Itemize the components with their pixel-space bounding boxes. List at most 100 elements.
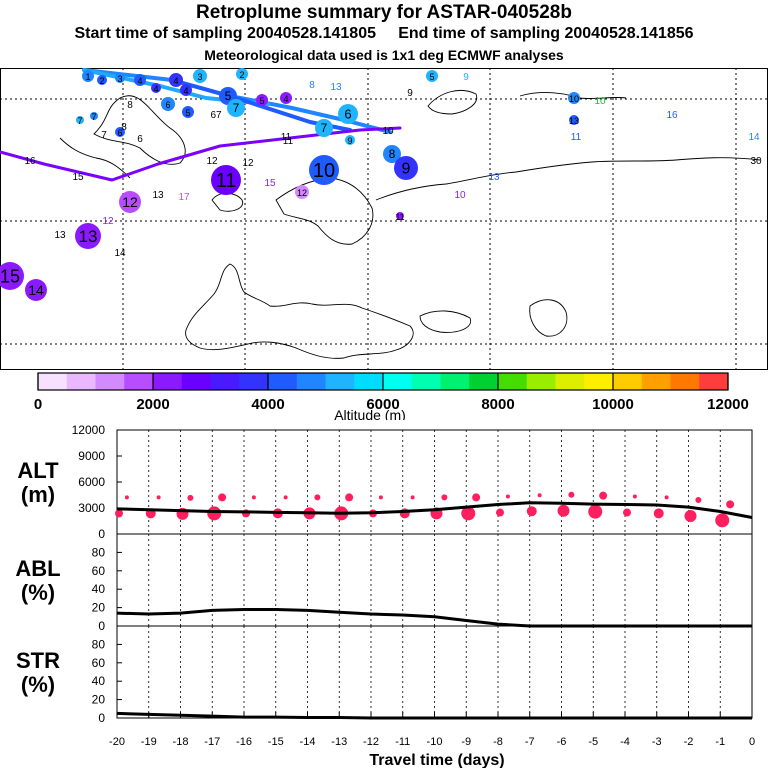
series-line bbox=[116, 607, 752, 628]
colorbar-cell bbox=[498, 373, 528, 390]
alt-marker bbox=[653, 508, 664, 519]
y-tick-label: 3000 bbox=[78, 501, 105, 515]
y-tick-label: 0 bbox=[98, 711, 105, 725]
europe-coast bbox=[185, 263, 414, 359]
cluster-circle bbox=[180, 84, 192, 96]
colorbar-tick-label: 4000 bbox=[251, 396, 284, 413]
cluster-day-label: 10 bbox=[569, 94, 579, 104]
alt-marker bbox=[345, 493, 354, 502]
colorbar-cell bbox=[296, 373, 326, 390]
cluster-circle bbox=[76, 116, 84, 124]
cluster-circle bbox=[295, 185, 309, 199]
y-tick-label: 40 bbox=[92, 582, 106, 596]
alt-marker bbox=[505, 494, 510, 499]
colorbar-cell bbox=[239, 373, 269, 390]
y-tick-label: 0 bbox=[98, 527, 105, 541]
cluster-day-label: 9 bbox=[402, 160, 411, 177]
day-label: 13 bbox=[54, 230, 66, 241]
panel-label: STR bbox=[16, 648, 60, 673]
cluster-circle bbox=[25, 279, 47, 301]
x-tick-label: -14 bbox=[300, 736, 316, 748]
alt-marker bbox=[156, 495, 161, 500]
panel-unit: (%) bbox=[21, 580, 55, 605]
cluster-circle bbox=[161, 97, 175, 111]
colorbar-cell bbox=[411, 373, 441, 390]
alt-marker bbox=[283, 495, 288, 500]
colorbar-cell bbox=[469, 373, 499, 390]
cluster-circle bbox=[211, 165, 241, 195]
x-tick-label: -11 bbox=[395, 736, 410, 748]
cluster-circle bbox=[227, 99, 245, 117]
cluster-circle bbox=[134, 74, 146, 86]
colorbar-cell bbox=[210, 373, 240, 390]
colorbar-cell bbox=[124, 373, 154, 390]
y-tick-label: 80 bbox=[92, 545, 106, 559]
cluster-circle bbox=[82, 70, 94, 82]
cluster-circle bbox=[256, 94, 268, 106]
day-label: 11 bbox=[571, 132, 582, 143]
alt-marker bbox=[378, 495, 383, 500]
day-label: 15 bbox=[72, 172, 84, 183]
alt-marker bbox=[715, 513, 730, 528]
cluster-day-label: 5 bbox=[185, 108, 190, 118]
alt-marker bbox=[726, 500, 735, 509]
day-label: 13 bbox=[330, 82, 342, 93]
cluster-circle bbox=[383, 145, 401, 163]
colorbar-cell bbox=[268, 373, 298, 390]
cluster-circle bbox=[345, 135, 355, 145]
day-label: 9 bbox=[407, 88, 413, 99]
alt-marker bbox=[207, 506, 222, 521]
sampling-times: Start time of sampling 20040528.141805 E… bbox=[0, 25, 768, 43]
map-grid bbox=[0, 68, 768, 370]
start-label: Start time of sampling bbox=[74, 25, 243, 42]
alt-marker bbox=[115, 509, 123, 518]
x-tick-label: -19 bbox=[141, 736, 157, 748]
cluster-day-label: 10 bbox=[313, 160, 335, 182]
x-tick-label: -9 bbox=[461, 736, 471, 748]
alt-marker bbox=[632, 494, 637, 499]
colorbar-cell bbox=[383, 373, 413, 390]
colorbar-cell bbox=[354, 373, 384, 390]
colorbar-cell bbox=[38, 373, 68, 390]
cluster-circle bbox=[169, 73, 183, 87]
day-label: 8 bbox=[309, 80, 315, 91]
alt-marker bbox=[684, 510, 697, 522]
day-label: 15 bbox=[264, 178, 276, 189]
cluster-day-label: 13 bbox=[79, 227, 98, 246]
cluster-day-label: 4 bbox=[153, 84, 158, 94]
x-tick-label: -12 bbox=[363, 736, 379, 748]
cluster-day-label: 14 bbox=[28, 282, 44, 298]
alt-marker bbox=[314, 494, 321, 501]
day-label: 16 bbox=[666, 110, 678, 121]
cluster-day-label: 4 bbox=[137, 76, 142, 86]
cluster-day-label: 5 bbox=[225, 89, 232, 103]
panel-label: ABL bbox=[15, 556, 60, 581]
cluster-circle bbox=[280, 92, 292, 104]
cluster-circle bbox=[97, 75, 107, 85]
series-line bbox=[116, 501, 753, 520]
day-label: 67 bbox=[210, 110, 222, 121]
day-label: 7 bbox=[101, 130, 107, 141]
cluster-day-label: 9 bbox=[347, 136, 352, 146]
panel-unit: (%) bbox=[21, 672, 55, 697]
x-tick-label: -13 bbox=[331, 736, 347, 748]
alt-marker bbox=[695, 497, 702, 503]
y-tick-label: 60 bbox=[92, 656, 106, 670]
end-label: End time of sampling bbox=[398, 25, 561, 42]
cluster-day-label: 3 bbox=[117, 74, 122, 84]
x-tick-label: -20 bbox=[109, 736, 125, 748]
colorbar-cell bbox=[613, 373, 643, 390]
cluster-circle bbox=[426, 70, 438, 82]
day-label: 9 bbox=[463, 72, 469, 83]
cluster-circles: 1 2 3 4 4 3 24 4 5 5 465 7 6798910111212131514510131… bbox=[0, 68, 762, 301]
altitude-colorbar: 0 2000 4000 6000 8000 10000 12000 Altitude (m) bbox=[34, 372, 749, 420]
time-series-panels: 120009000600030000ALT(m)806040200ABL(%)8… bbox=[15, 423, 755, 768]
day-label: 14 bbox=[748, 132, 760, 143]
y-tick-label: 20 bbox=[92, 601, 106, 615]
end-value: 20040528.141856 bbox=[564, 25, 694, 42]
x-tick-label: -5 bbox=[588, 736, 598, 748]
day-label: 12 bbox=[242, 158, 254, 169]
map-frame bbox=[0, 68, 768, 370]
colorbar-title: Altitude (m) bbox=[334, 407, 406, 420]
colorbar-tick-label: 0 bbox=[34, 396, 42, 413]
